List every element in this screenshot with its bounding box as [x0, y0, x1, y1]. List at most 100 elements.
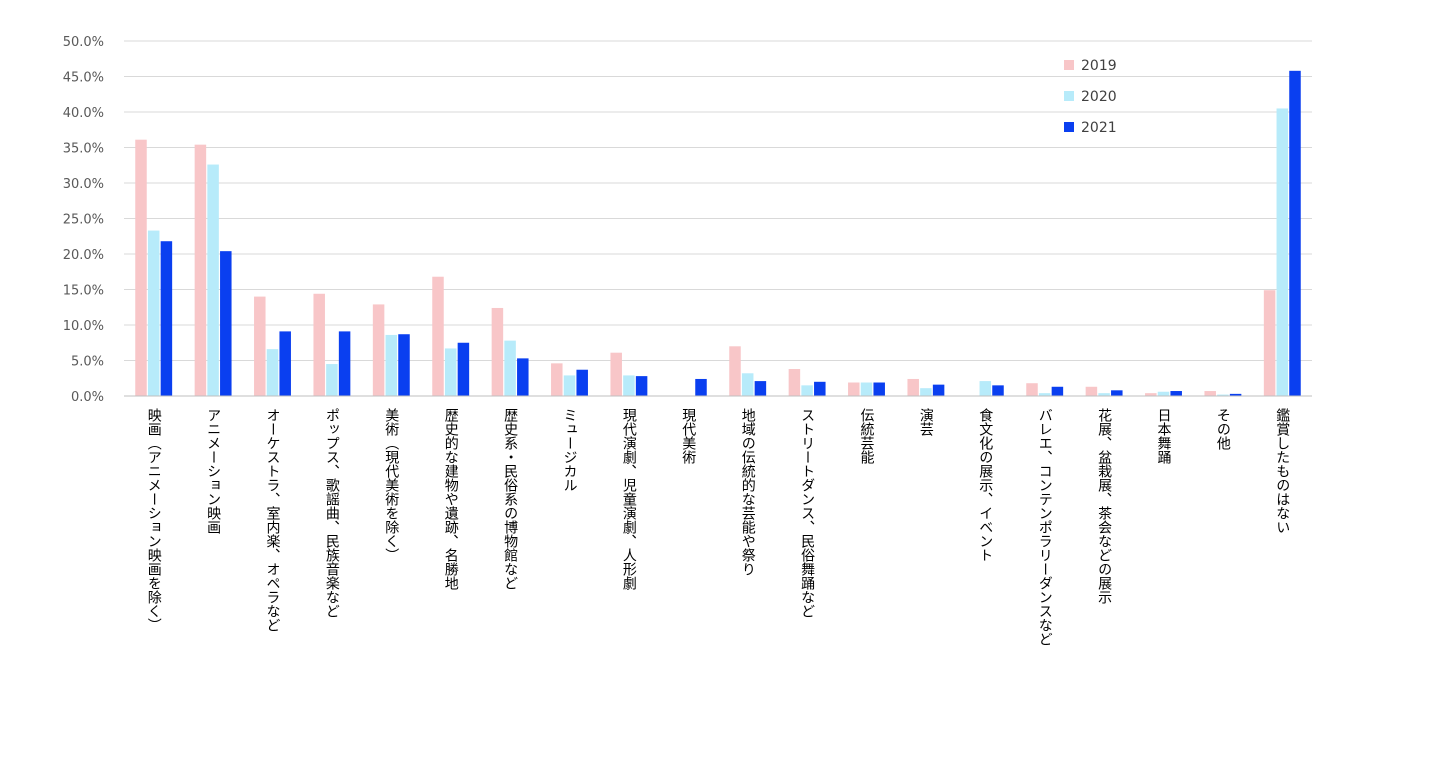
- bar-2021: [338, 331, 351, 396]
- bar-2020: [979, 381, 992, 396]
- bar-2021: [1111, 390, 1123, 396]
- bar-2021: [814, 381, 826, 396]
- bar-2021: [398, 334, 410, 396]
- bar-2019: [313, 293, 325, 396]
- bar-2021: [873, 382, 885, 396]
- bar-2021: [1170, 391, 1182, 396]
- y-tick-label: 5.0%: [71, 355, 104, 370]
- bar-2019: [432, 276, 444, 396]
- bar-2020: [266, 349, 279, 396]
- bar-2020: [1217, 394, 1229, 396]
- y-tick-label: 0.0%: [71, 390, 104, 405]
- bar-2019: [848, 382, 860, 396]
- y-tick-label: 15.0%: [63, 284, 104, 299]
- bar-2019: [907, 378, 919, 396]
- bar-2019: [135, 139, 147, 396]
- bar-2020: [147, 230, 160, 396]
- bar-2020: [1157, 391, 1170, 396]
- category-label: バレエ、コンテンポラリーダンスなど: [1037, 408, 1053, 646]
- y-tick-label: 20.0%: [63, 248, 104, 263]
- category-label: 食文化の展示、イベント: [977, 407, 993, 562]
- category-labels: 映画（アニメーション映画を除く） アニメーション映画 オーケストラ、室内楽、オペラな…: [146, 407, 1291, 646]
- category-label: 美術（現代美術を除く）: [383, 408, 399, 562]
- bar-2020: [1098, 393, 1110, 396]
- bar-2021: [220, 251, 232, 396]
- bar-2019: [491, 307, 504, 396]
- bar-2019: [254, 296, 266, 396]
- bar-2020: [1276, 108, 1289, 396]
- category-label: 歴史的な建物や遺跡、名勝地: [443, 408, 459, 590]
- legend-swatch: [1064, 122, 1074, 132]
- bar-2020: [385, 334, 398, 396]
- y-tick-label: 30.0%: [63, 177, 104, 192]
- bar-2019: [372, 304, 385, 396]
- y-tick-label: 25.0%: [63, 213, 104, 228]
- category-label: 演芸: [918, 408, 934, 437]
- bar-2021: [635, 376, 648, 396]
- category-label: 現代美術: [680, 408, 696, 465]
- bar-2019: [1145, 393, 1157, 396]
- bar-2019: [551, 363, 563, 396]
- legend: 2019 2020 2021: [1064, 58, 1117, 136]
- bar-2019: [1026, 383, 1038, 396]
- category-label: ポップス、歌謡曲、民族音楽など: [324, 408, 340, 618]
- bar-2019: [610, 352, 622, 396]
- category-label: ミュージカル: [562, 408, 578, 492]
- bar-2020: [741, 373, 754, 396]
- y-axis-tick-labels: 0.0% 5.0% 10.0% 15.0% 20.0% 25.0% 30.0% 35.0% 40…: [63, 35, 104, 405]
- category-label: ストリートダンス、民俗舞踊など: [799, 408, 815, 618]
- y-tick-label: 50.0%: [63, 35, 104, 50]
- category-label: 伝統芸能: [859, 408, 875, 465]
- y-tick-label: 45.0%: [63, 71, 104, 86]
- bar-2020: [623, 375, 635, 396]
- bar-2019: [1204, 391, 1216, 396]
- legend-swatch: [1064, 60, 1074, 70]
- bar-2021: [992, 385, 1004, 396]
- bar-2021: [457, 342, 470, 396]
- category-label: アニメーション映画: [205, 408, 221, 534]
- legend-label: 2019: [1081, 58, 1117, 74]
- category-label: 現代演劇、児童演劇、人形劇: [621, 408, 637, 591]
- bar-2020: [920, 388, 932, 396]
- gridlines: [124, 40, 1312, 361]
- bar-2019: [788, 369, 801, 396]
- bar-2021: [517, 358, 529, 396]
- bar-2021: [695, 378, 707, 396]
- bar-2020: [860, 382, 873, 396]
- category-label: オーケストラ、室内楽、オペラなど: [265, 408, 281, 632]
- category-label: 花展、盆栽展、茶会などの展示: [1096, 408, 1112, 604]
- bar-2021: [932, 384, 945, 396]
- bar-2020: [801, 385, 813, 396]
- category-label: 地域の伝統的な芸能や祭り: [740, 408, 756, 576]
- bar-2019: [1263, 290, 1276, 396]
- y-tick-label: 40.0%: [63, 106, 104, 121]
- category-label: 歴史系・民俗系の博物館など: [502, 408, 518, 590]
- bar-2021: [160, 241, 173, 396]
- legend-label: 2021: [1081, 120, 1117, 136]
- y-tick-label: 35.0%: [63, 142, 104, 157]
- bar-2021: [279, 331, 291, 396]
- bar-2021: [1289, 70, 1301, 396]
- bar-2020: [444, 348, 457, 396]
- bar-2021: [576, 369, 588, 396]
- bar-2020: [1038, 393, 1051, 396]
- bar-2020: [563, 375, 576, 396]
- bar-2019: [729, 346, 741, 396]
- legend-label: 2020: [1081, 89, 1117, 105]
- category-label: 日本舞踊: [1156, 408, 1172, 464]
- category-label: その他: [1215, 408, 1231, 451]
- bar-2020: [207, 164, 219, 396]
- bar-2019: [194, 144, 207, 396]
- bars: [135, 70, 1301, 396]
- category-label: 映画（アニメーション映画を除く）: [146, 408, 162, 632]
- bar-2020: [326, 364, 338, 396]
- bar-2021: [1229, 393, 1242, 396]
- category-label: 鑑賞したものはない: [1274, 407, 1290, 534]
- bar-2019: [1085, 386, 1098, 396]
- bar-2021: [754, 381, 767, 396]
- bar-2021: [1051, 386, 1064, 396]
- bar-2020: [504, 340, 516, 396]
- legend-swatch: [1064, 91, 1074, 101]
- y-tick-label: 10.0%: [63, 319, 104, 334]
